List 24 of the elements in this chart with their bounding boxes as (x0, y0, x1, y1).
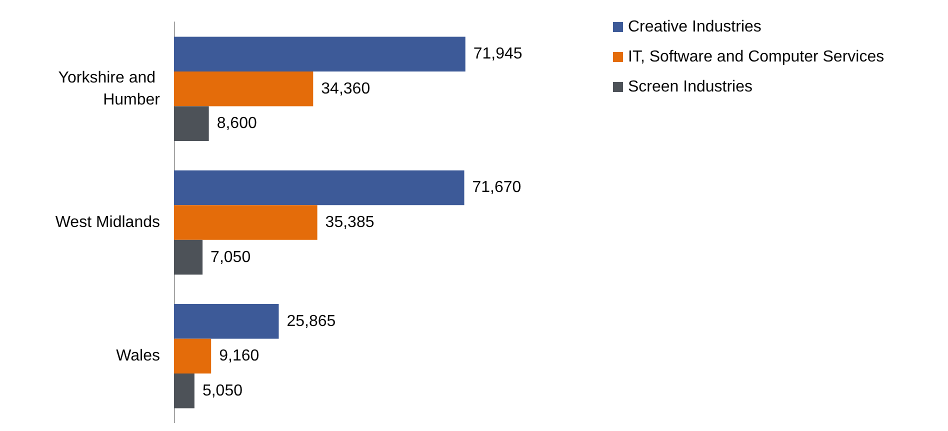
y-tick-label: West Midlands (55, 214, 160, 231)
data-label: 5,050 (202, 382, 243, 400)
bar (174, 240, 203, 275)
bar (174, 374, 194, 408)
data-label: 71,670 (472, 179, 522, 196)
bar (174, 205, 318, 240)
y-tick-label: Yorkshire and Humber (58, 69, 161, 108)
data-label: 34,360 (321, 80, 370, 98)
bar (174, 36, 466, 72)
bar (174, 304, 279, 339)
data-label: 9,160 (219, 348, 260, 365)
bar (174, 170, 464, 206)
data-label: 35,385 (325, 214, 374, 231)
data-label: 8,600 (216, 115, 257, 132)
data-label: 25,865 (286, 312, 336, 330)
legend-label: Creative Industries (628, 18, 762, 36)
bar (174, 338, 212, 374)
y-tick-label: Wales (116, 348, 160, 365)
bar (174, 106, 209, 141)
data-label: 71,945 (473, 46, 522, 63)
legend-label: IT, Software and Computer Services (628, 48, 884, 66)
legend-label: Screen Industries (628, 78, 753, 96)
bar (174, 71, 314, 106)
data-label: 7,050 (210, 248, 251, 266)
